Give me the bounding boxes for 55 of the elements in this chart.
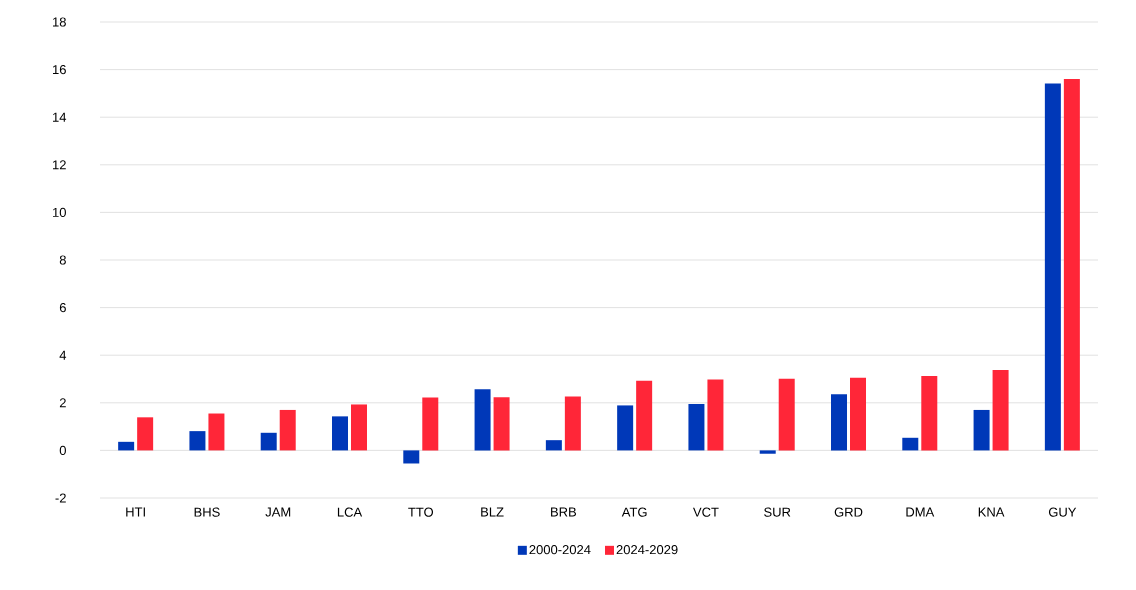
y-tick-label: 2: [59, 398, 66, 408]
bar: [208, 413, 225, 451]
bar: [189, 431, 206, 451]
y-tick-label: 8: [59, 255, 66, 265]
bar: [564, 396, 581, 451]
legend-label: 2024-2029: [616, 545, 678, 555]
bar: [332, 416, 348, 451]
bar: [636, 380, 653, 451]
legend-label: 2000-2024: [529, 545, 591, 555]
x-tick-label: BHS: [194, 507, 220, 517]
bar: [902, 437, 919, 451]
bar: [118, 441, 135, 451]
bar: [474, 389, 491, 451]
bar: [617, 405, 634, 451]
x-tick-label: DMA: [906, 507, 935, 517]
y-tick-label: 12: [53, 160, 66, 170]
bar: [1044, 83, 1061, 451]
y-tick-label: 4: [59, 350, 67, 360]
bar: [137, 417, 154, 451]
x-tick-label: BRB: [551, 507, 577, 517]
y-tick-label: 0: [59, 445, 66, 455]
x-tick-label: JAM: [265, 507, 291, 517]
x-tick-label: BLZ: [481, 507, 504, 517]
y-tick-label: 14: [53, 112, 67, 122]
x-tick-label: SUR: [764, 507, 791, 517]
x-tick-label: LCA: [337, 507, 363, 517]
bar: [850, 377, 866, 451]
y-tick-label: 18: [53, 17, 66, 27]
bar: [493, 397, 510, 451]
bar: [403, 450, 420, 464]
y-tick-label: -2: [55, 493, 66, 503]
y-tick-label: 6: [59, 302, 66, 313]
x-tick-label: GUY: [1048, 507, 1077, 517]
x-tick-label: KNA: [978, 507, 1005, 517]
bar: [545, 440, 562, 451]
bar: [422, 397, 439, 451]
x-tick-label: VCT: [693, 507, 719, 517]
y-tick-label: 10: [53, 207, 66, 217]
bar: [351, 404, 367, 451]
bar: [260, 432, 277, 451]
bar: [759, 450, 776, 454]
x-tick-label: GRD: [834, 507, 863, 517]
bar: [973, 409, 990, 451]
bar: [778, 378, 795, 451]
y-tick-label: 16: [53, 64, 66, 75]
bar: [279, 409, 296, 451]
x-tick-label: TTO: [408, 507, 434, 517]
bar: [688, 403, 705, 451]
bar: [1063, 79, 1080, 451]
x-tick-label: HTI: [126, 507, 145, 517]
bar: [921, 375, 938, 451]
x-tick-label: ATG: [621, 507, 647, 517]
bar: [992, 369, 1009, 451]
bar: [707, 379, 724, 451]
bar: [831, 394, 848, 451]
